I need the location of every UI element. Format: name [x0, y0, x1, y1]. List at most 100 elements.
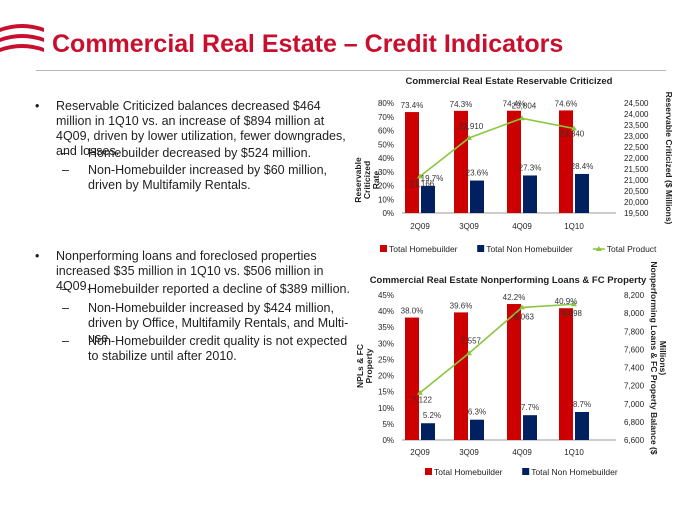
chart-2-y2-label-line-1: Nonperforming Loans & FC Property Balanc… [649, 261, 659, 454]
chart-1-y-tick: 30% [378, 168, 394, 177]
chart-2-bar-homebuilder [405, 317, 419, 440]
chart-1-x-tick: 4Q09 [512, 222, 532, 231]
chart-1-y2-tick: 22,000 [624, 154, 649, 163]
chart-1-label-total: 23,340 [560, 130, 585, 139]
chart-2-y-tick: 45% [378, 291, 394, 300]
chart-1-y-tick: 60% [378, 127, 394, 136]
chart-2-y2-tick: 7,800 [624, 327, 645, 336]
sub-bullet-1-2-text: Non-Homebuilder increased by $60 million… [88, 163, 328, 192]
sub-bullet-2-1: – Homebuilder reported a decline of $389… [62, 282, 350, 296]
sub-bullet-1-1: – Homebuilder decreased by $524 million. [62, 146, 312, 160]
chart-1-y2-tick: 20,000 [624, 198, 649, 207]
sub-bullet-2-1-text: Homebuilder reported a decline of $389 m… [88, 282, 350, 296]
chart-1-y-tick: 10% [378, 195, 394, 204]
chart-2-line-point [519, 304, 525, 310]
sub-bullet-2-2: – Non-Homebuilder increased by $424 mill… [62, 301, 349, 345]
chart-1-line-point [571, 125, 577, 131]
chart-2-label-non-homebuilder: 8.7% [573, 400, 591, 409]
chart-1-y-label-line-2: Criticized [362, 161, 372, 199]
chart-2-title: Commercial Real Estate Nonperforming Loa… [370, 275, 647, 286]
chart-1-total-line [419, 117, 575, 177]
chart-1-y-label-line-3: Rate [371, 171, 381, 190]
chart-2-y2-tick: 6,800 [624, 418, 645, 427]
chart-1-label-non-homebuilder: 28.4% [571, 162, 594, 171]
chart-2-label-homebuilder: 42.2% [503, 293, 526, 302]
chart-1-y2-tick: 21,500 [624, 165, 649, 174]
sub-bullet-2-3-text: Non-Homebuilder credit quality is not ex… [88, 334, 348, 363]
chart-1-legend-marker [595, 246, 602, 251]
chart-2-label-non-homebuilder: 6.3% [468, 408, 486, 417]
chart-2-bar-non-homebuilder [575, 411, 589, 440]
bullet-2-text: Nonperforming loans and foreclosed prope… [56, 249, 324, 293]
chart-2-bar-non-homebuilder [470, 419, 484, 440]
chart-2-y-tick: 10% [378, 404, 394, 413]
chart-2-label-homebuilder: 39.6% [450, 301, 473, 310]
chart-1-line-point [466, 134, 472, 140]
chart-1-y2-tick: 21,000 [624, 176, 649, 185]
chart-2-legend-label: Total Homebuilder [434, 467, 503, 477]
chart-2-y-tick: 20% [378, 372, 394, 381]
chart-1-y2-tick: 22,500 [624, 143, 649, 152]
chart-1-bar-non-homebuilder [421, 185, 435, 213]
chart-1-legend-label: Total Homebuilder [389, 244, 458, 254]
chart-1-bar-non-homebuilder [575, 173, 589, 213]
chart-1-label-homebuilder: 74.4% [503, 100, 526, 109]
chart-1-y2-tick: 20,500 [624, 187, 649, 196]
chart-2-y2-tick: 7,000 [624, 400, 645, 409]
chart-2-y-tick: 5% [382, 420, 394, 429]
bullet-1-text: Reservable Criticized balances decreased… [56, 99, 346, 158]
chart-1-legend-swatch [477, 245, 485, 252]
chart-2-label-total: 8,098 [562, 309, 583, 318]
chart-1-label-homebuilder: 74.3% [450, 100, 473, 109]
chart-2-x-tick: 4Q09 [512, 448, 532, 457]
chart-2-label-total: 7,557 [461, 336, 482, 345]
chart-1-bar-homebuilder [405, 112, 419, 213]
chart-1-x-tick: 3Q09 [459, 222, 479, 231]
chart-1-y-tick: 0% [382, 209, 394, 218]
chart-2-y-tick: 0% [382, 436, 394, 445]
chart-1-x-tick: 1Q10 [564, 222, 584, 231]
chart-1-label-total: 21,166 [410, 179, 435, 188]
chart-1-legend-swatch [380, 245, 387, 252]
chart-1-label-total: 22,910 [459, 122, 484, 131]
chart-1-y2-tick: 19,500 [624, 209, 649, 218]
sub-bullet-1-1-text: Homebuilder decreased by $524 million. [88, 146, 312, 160]
chart-2-y-tick: 25% [378, 355, 394, 364]
chart-2-y2-tick: 7,600 [624, 345, 645, 354]
chart-2-legend-swatch [522, 468, 530, 475]
chart-1-x-tick: 2Q09 [410, 222, 430, 231]
chart-1-label-non-homebuilder: 23.6% [466, 169, 489, 178]
chart-2-bar-homebuilder [454, 312, 468, 440]
chart-1-y2-tick: 24,000 [624, 110, 649, 119]
chart-2-line-point [466, 350, 472, 356]
sub-bullet-2-2-text: Non-Homebuilder increased by $424 millio… [88, 301, 349, 345]
chart-1-title: Commercial Real Estate Reservable Critic… [406, 76, 613, 87]
chart-2-legend-label: Total Non Homebuilder [531, 467, 618, 477]
chart-1-bar-homebuilder [454, 110, 468, 213]
chart-2-y2-tick: 6,600 [624, 436, 645, 445]
chart-2-x-tick: 2Q09 [410, 448, 430, 457]
sub-bullet-1-2: – Non-Homebuilder increased by $60 milli… [62, 163, 328, 192]
chart-2-label-total: 8,063 [514, 312, 535, 321]
chart-2-label-homebuilder: 40.9% [555, 297, 578, 306]
chart-1-bar-homebuilder [559, 110, 573, 213]
chart-1-legend-label: Total Non Homebuilder [486, 244, 573, 254]
chart-1-bar-non-homebuilder [470, 180, 484, 213]
chart-2-y2-label-line-2: Millions) [658, 341, 668, 376]
chart-1-label-non-homebuilder: 27.3% [519, 163, 542, 172]
chart-2-x-tick: 3Q09 [459, 448, 479, 457]
chart-1-y-tick: 50% [378, 140, 394, 149]
chart-1-y2-tick: 23,500 [624, 121, 649, 130]
chart-2-label-homebuilder: 38.0% [401, 307, 424, 316]
chart-2-y-label-line-1: NPLs & FC [355, 344, 365, 388]
title-divider [36, 70, 666, 71]
chart-2-total-line [419, 303, 575, 394]
chart-1-y2-tick: 23,000 [624, 132, 649, 141]
chart-1-label-homebuilder: 74.6% [555, 99, 578, 108]
chart-2-bar-homebuilder [559, 308, 573, 440]
chart-2-y2-tick: 7,400 [624, 364, 645, 373]
bullet-1: • Reservable Criticized balances decreas… [35, 99, 346, 158]
chart-1-y-tick: 20% [378, 182, 394, 191]
sub-bullet-2-3: – Non-Homebuilder credit quality is not … [62, 334, 348, 363]
chart-2-x-tick: 1Q10 [564, 448, 584, 457]
